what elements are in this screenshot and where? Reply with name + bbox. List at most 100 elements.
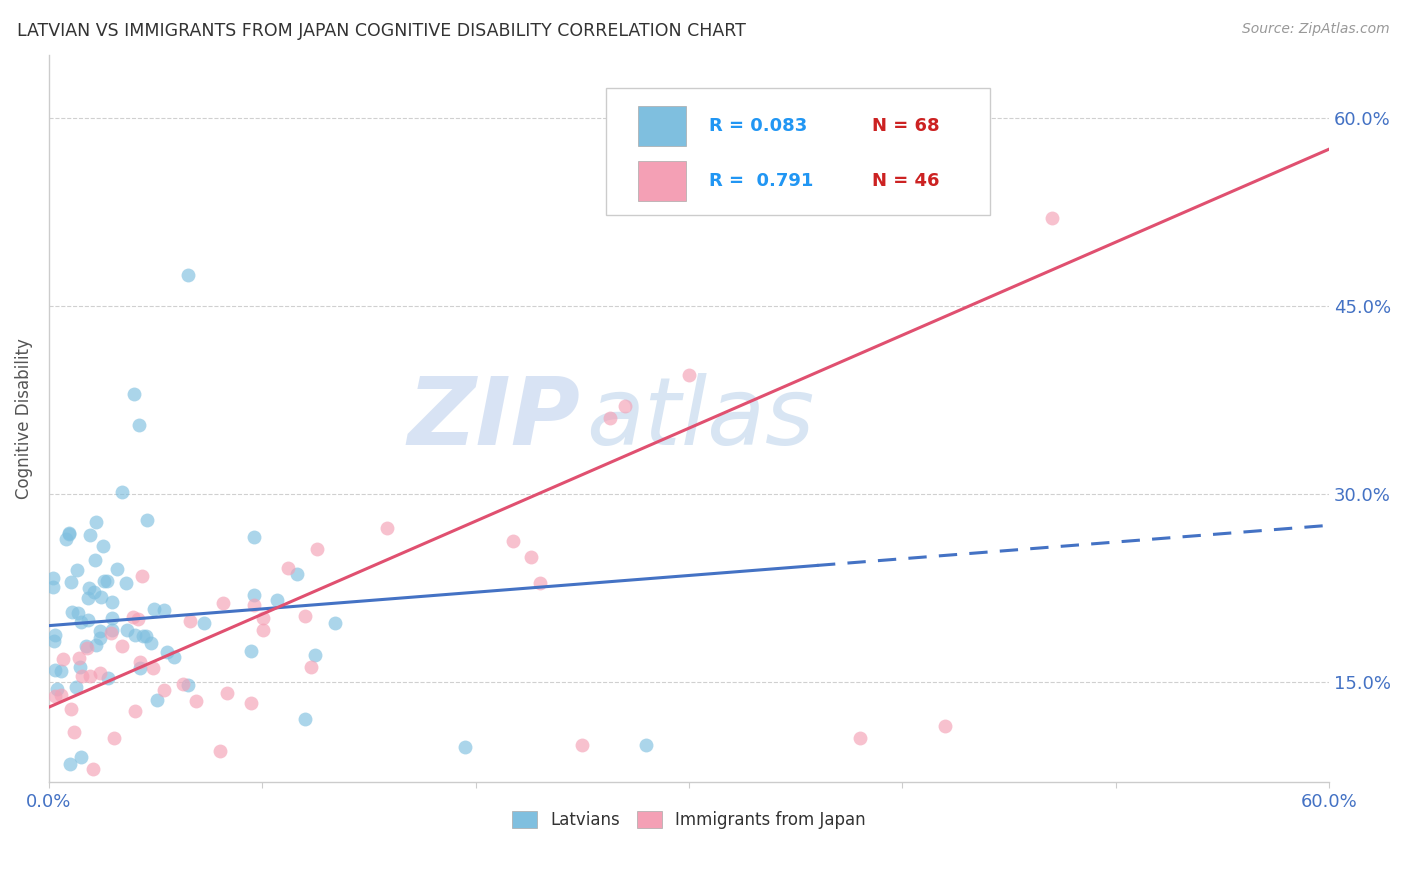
Point bbox=[294, 609, 316, 624]
Point bbox=[252, 623, 274, 637]
Point bbox=[72, 668, 94, 682]
Point bbox=[323, 615, 346, 630]
Point bbox=[305, 542, 328, 557]
Point bbox=[44, 689, 66, 703]
Point bbox=[636, 738, 658, 752]
Point bbox=[266, 592, 288, 607]
Point bbox=[103, 731, 125, 745]
Point bbox=[848, 731, 870, 746]
Text: ZIP: ZIP bbox=[408, 373, 581, 465]
Point bbox=[153, 603, 176, 617]
Point bbox=[69, 651, 91, 665]
Point bbox=[294, 712, 316, 726]
Point bbox=[42, 634, 65, 648]
Text: R = 0.083: R = 0.083 bbox=[710, 117, 807, 135]
Point bbox=[65, 680, 87, 694]
Point bbox=[678, 368, 700, 382]
Legend: Latvians, Immigrants from Japan: Latvians, Immigrants from Japan bbox=[506, 805, 873, 836]
Point bbox=[89, 624, 111, 639]
Point bbox=[62, 725, 84, 739]
Point bbox=[215, 686, 238, 700]
Point bbox=[243, 598, 266, 612]
Point bbox=[79, 527, 101, 541]
Point bbox=[239, 696, 262, 710]
FancyBboxPatch shape bbox=[638, 106, 686, 146]
Point bbox=[240, 644, 263, 658]
Point bbox=[44, 663, 66, 677]
Point bbox=[304, 648, 326, 662]
Point bbox=[60, 575, 83, 590]
Point bbox=[66, 606, 89, 620]
Point bbox=[122, 610, 145, 624]
Text: N = 68: N = 68 bbox=[872, 117, 939, 135]
Point bbox=[101, 623, 124, 637]
Point bbox=[299, 659, 322, 673]
Point bbox=[128, 417, 150, 432]
FancyBboxPatch shape bbox=[606, 88, 990, 215]
Point bbox=[59, 756, 82, 771]
Point bbox=[89, 632, 111, 646]
Point bbox=[520, 550, 543, 565]
Point bbox=[79, 669, 101, 683]
Point bbox=[177, 678, 200, 692]
Point bbox=[91, 539, 114, 553]
Point bbox=[70, 750, 93, 764]
Text: LATVIAN VS IMMIGRANTS FROM JAPAN COGNITIVE DISABILITY CORRELATION CHART: LATVIAN VS IMMIGRANTS FROM JAPAN COGNITI… bbox=[17, 22, 745, 40]
Point bbox=[131, 569, 153, 583]
Point bbox=[42, 581, 65, 595]
Point bbox=[142, 660, 165, 674]
Point bbox=[153, 682, 176, 697]
Point bbox=[934, 719, 956, 733]
Point bbox=[132, 629, 155, 643]
Point bbox=[55, 532, 77, 546]
Point bbox=[101, 611, 124, 625]
Point bbox=[76, 641, 98, 656]
Text: atlas: atlas bbox=[586, 373, 815, 464]
Point bbox=[571, 738, 593, 752]
Point bbox=[252, 610, 274, 624]
Point bbox=[82, 762, 104, 776]
Point bbox=[77, 591, 100, 606]
Point bbox=[101, 595, 124, 609]
Point bbox=[83, 584, 105, 599]
Point bbox=[114, 576, 136, 591]
Point bbox=[614, 399, 637, 413]
Point bbox=[51, 689, 73, 703]
Point bbox=[129, 655, 152, 669]
Point bbox=[129, 661, 152, 675]
Point bbox=[179, 614, 201, 628]
Point bbox=[75, 639, 97, 653]
Point bbox=[156, 645, 179, 659]
Point bbox=[110, 484, 132, 499]
Point bbox=[46, 681, 69, 696]
Point bbox=[76, 613, 98, 627]
Point bbox=[70, 615, 93, 630]
Point bbox=[51, 665, 73, 679]
Point bbox=[502, 533, 524, 548]
Point bbox=[90, 590, 112, 604]
Point bbox=[277, 561, 299, 575]
Point bbox=[111, 639, 134, 653]
Point bbox=[143, 601, 166, 615]
Point bbox=[208, 744, 231, 758]
Point bbox=[84, 516, 107, 530]
Point bbox=[124, 628, 146, 642]
Point bbox=[42, 571, 65, 585]
Point bbox=[135, 629, 157, 643]
Point bbox=[105, 561, 128, 575]
Point bbox=[184, 694, 207, 708]
Point bbox=[242, 588, 264, 602]
Point bbox=[285, 567, 308, 582]
Point bbox=[124, 704, 146, 718]
Point bbox=[58, 527, 80, 541]
Point bbox=[139, 636, 162, 650]
Point bbox=[65, 563, 87, 577]
Point bbox=[60, 605, 83, 619]
Point bbox=[69, 660, 91, 674]
Point bbox=[96, 574, 118, 589]
Point bbox=[52, 652, 75, 666]
Point bbox=[124, 386, 146, 401]
Point bbox=[100, 625, 122, 640]
Point bbox=[89, 665, 111, 680]
Point bbox=[454, 740, 477, 755]
